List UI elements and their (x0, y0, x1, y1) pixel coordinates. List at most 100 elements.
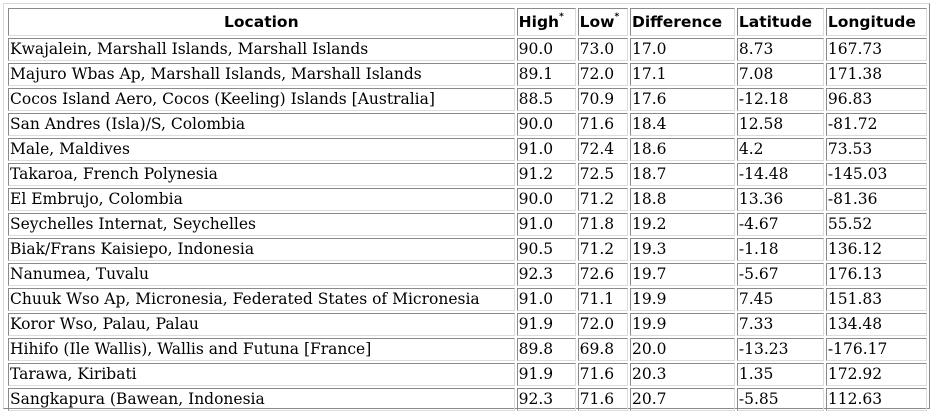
cell-low: 69.8 (577, 338, 628, 361)
cell-longitude: 73.53 (825, 138, 927, 161)
cell-location: Sangkapura (Bawean, Indonesia (8, 388, 515, 411)
cell-longitude: 171.38 (825, 63, 927, 86)
cell-difference: 17.1 (629, 63, 735, 86)
cell-longitude: 176.13 (825, 263, 927, 286)
cell-location: Takaroa, French Polynesia (8, 163, 515, 186)
cell-low: 71.6 (577, 388, 628, 411)
table-row: Seychelles Internat, Seychelles 91.0 71.8 1… (8, 213, 927, 236)
table-row: Nanumea, Tuvalu 92.3 72.6 19.7 -5.67 176.13 (8, 263, 927, 286)
cell-difference: 19.7 (629, 263, 735, 286)
table-frame: Location High* Low* Difference Latitude … (3, 3, 930, 411)
cell-latitude: 13.36 (736, 188, 824, 211)
cell-location: San Andres (Isla)/S, Colombia (8, 113, 515, 136)
cell-difference: 18.6 (629, 138, 735, 161)
cell-latitude: -13.23 (736, 338, 824, 361)
cell-high: 88.5 (516, 88, 576, 111)
cell-latitude: 12.58 (736, 113, 824, 136)
cell-difference: 17.6 (629, 88, 735, 111)
cell-difference: 20.0 (629, 338, 735, 361)
header-row: Location High* Low* Difference Latitude … (8, 8, 927, 36)
cell-difference: 18.8 (629, 188, 735, 211)
cell-low: 72.0 (577, 313, 628, 336)
cell-location: Hihifo (Ile Wallis), Wallis and Futuna [… (8, 338, 515, 361)
cell-latitude: 8.73 (736, 38, 824, 61)
cell-location: Tarawa, Kiribati (8, 363, 515, 386)
cell-difference: 20.7 (629, 388, 735, 411)
cell-location: Seychelles Internat, Seychelles (8, 213, 515, 236)
header-difference: Difference (629, 8, 735, 36)
cell-difference: 19.9 (629, 313, 735, 336)
climate-table: Location High* Low* Difference Latitude … (6, 6, 929, 413)
cell-difference: 19.2 (629, 213, 735, 236)
cell-low: 72.0 (577, 63, 628, 86)
cell-high: 91.0 (516, 138, 576, 161)
table-row: Chuuk Wso Ap, Micronesia, Federated Stat… (8, 288, 927, 311)
cell-longitude: -81.36 (825, 188, 927, 211)
table-row: Cocos Island Aero, Cocos (Keeling) Islan… (8, 88, 927, 111)
cell-difference: 18.7 (629, 163, 735, 186)
cell-difference: 17.0 (629, 38, 735, 61)
cell-high: 91.0 (516, 213, 576, 236)
cell-low: 72.6 (577, 263, 628, 286)
cell-low: 73.0 (577, 38, 628, 61)
cell-latitude: 7.45 (736, 288, 824, 311)
cell-low: 72.5 (577, 163, 628, 186)
cell-high: 91.9 (516, 313, 576, 336)
cell-longitude: -145.03 (825, 163, 927, 186)
cell-longitude: -81.72 (825, 113, 927, 136)
cell-latitude: -1.18 (736, 238, 824, 261)
cell-latitude: 7.33 (736, 313, 824, 336)
table-row: Hihifo (Ile Wallis), Wallis and Futuna [… (8, 338, 927, 361)
cell-latitude: -4.67 (736, 213, 824, 236)
cell-latitude: -5.67 (736, 263, 824, 286)
cell-longitude: 55.52 (825, 213, 927, 236)
header-longitude: Longitude (825, 8, 927, 36)
table-row: Kwajalein, Marshall Islands, Marshall Is… (8, 38, 927, 61)
table-row: Tarawa, Kiribati 91.9 71.6 20.3 1.35 172.92 (8, 363, 927, 386)
cell-difference: 20.3 (629, 363, 735, 386)
cell-low: 71.1 (577, 288, 628, 311)
low-footnote-mark: * (614, 11, 620, 22)
table-row: Sangkapura (Bawean, Indonesia 92.3 71.6 20.… (8, 388, 927, 411)
cell-longitude: 167.73 (825, 38, 927, 61)
table-row: San Andres (Isla)/S, Colombia 90.0 71.6 18.… (8, 113, 927, 136)
cell-high: 90.0 (516, 113, 576, 136)
cell-difference: 19.3 (629, 238, 735, 261)
table-row: Takaroa, French Polynesia 91.2 72.5 18.7 -14… (8, 163, 927, 186)
cell-high: 90.0 (516, 38, 576, 61)
cell-low: 71.8 (577, 213, 628, 236)
cell-latitude: -5.85 (736, 388, 824, 411)
header-location: Location (8, 8, 515, 36)
cell-low: 70.9 (577, 88, 628, 111)
cell-location: Male, Maldives (8, 138, 515, 161)
cell-low: 71.6 (577, 363, 628, 386)
cell-low: 71.6 (577, 113, 628, 136)
table-row: Koror Wso, Palau, Palau 91.9 72.0 19.9 7.33 1… (8, 313, 927, 336)
cell-high: 90.0 (516, 188, 576, 211)
cell-location: Majuro Wbas Ap, Marshall Islands, Marsha… (8, 63, 515, 86)
table-row: El Embrujo, Colombia 90.0 71.2 18.8 13.36 -81… (8, 188, 927, 211)
cell-latitude: -14.48 (736, 163, 824, 186)
cell-low: 71.2 (577, 238, 628, 261)
cell-location: Biak/Frans Kaisiepo, Indonesia (8, 238, 515, 261)
cell-high: 89.1 (516, 63, 576, 86)
cell-high: 92.3 (516, 388, 576, 411)
cell-latitude: -12.18 (736, 88, 824, 111)
cell-location: Nanumea, Tuvalu (8, 263, 515, 286)
cell-high: 90.5 (516, 238, 576, 261)
cell-high: 91.0 (516, 288, 576, 311)
cell-high: 92.3 (516, 263, 576, 286)
cell-difference: 19.9 (629, 288, 735, 311)
cell-longitude: 151.83 (825, 288, 927, 311)
cell-longitude: 112.63 (825, 388, 927, 411)
header-low: Low* (577, 8, 628, 36)
cell-longitude: 136.12 (825, 238, 927, 261)
cell-low: 71.2 (577, 188, 628, 211)
high-footnote-mark: * (559, 11, 564, 22)
header-high: High* (516, 8, 576, 36)
cell-latitude: 4.2 (736, 138, 824, 161)
cell-location: El Embrujo, Colombia (8, 188, 515, 211)
cell-longitude: -176.17 (825, 338, 927, 361)
cell-high: 91.9 (516, 363, 576, 386)
cell-location: Koror Wso, Palau, Palau (8, 313, 515, 336)
